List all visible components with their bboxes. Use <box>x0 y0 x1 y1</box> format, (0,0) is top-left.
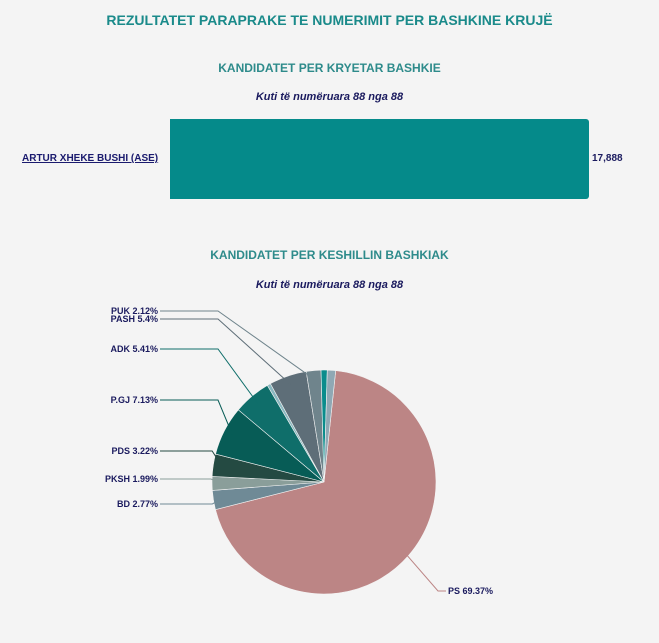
pie-slice-unlabeled-10[interactable] <box>323 369 337 483</box>
council-boxes-counted: Kuti të numëruara 88 nga 88 <box>255 279 404 291</box>
mayor-candidate-value: 17,888 <box>592 153 623 164</box>
mayor-candidate-bar[interactable] <box>170 119 589 199</box>
pie-leader-line-bd <box>160 498 223 505</box>
pie-label-ps: PS 69.37% <box>448 586 493 596</box>
pie-leader-line-pksh <box>160 478 222 484</box>
pie-label-pash: PASH 5.4% <box>111 314 158 324</box>
page-title: REZULTATET PARAPRAKE TE NUMERIMIT PER BA… <box>106 12 553 28</box>
mayor-boxes-counted: Kuti të numëruara 88 nga 88 <box>255 91 404 103</box>
mayor-heading: KANDIDATET PER KRYETAR BASHKIE <box>218 61 441 75</box>
pie-leader-line-adk <box>160 348 258 404</box>
pie-leader-line-pash <box>160 318 291 385</box>
pie-label-puk: PUK 2.12% <box>111 306 158 316</box>
pie-label-bd: BD 2.77% <box>117 499 158 509</box>
pie-label-pksh: PKSH 1.99% <box>105 474 158 484</box>
pie-leader-line-pgj <box>160 399 233 435</box>
council-heading: KANDIDATET PER KESHILLIN BASHKIAK <box>210 248 449 262</box>
pie-leader-line-pds <box>160 450 223 467</box>
pie-slice-ps[interactable] <box>215 370 437 595</box>
pie-leader-line-ps <box>401 549 446 592</box>
pie-label-pds: PDS 3.22% <box>111 446 158 456</box>
pie-label-pgj: P.GJ 7.13% <box>111 395 158 405</box>
pie-leader-line-puk <box>160 310 315 380</box>
pie-label-adk: ADK 5.41% <box>110 344 158 354</box>
mayor-candidate-label[interactable]: ARTUR XHEKE BUSHI (ASE) <box>22 153 159 164</box>
